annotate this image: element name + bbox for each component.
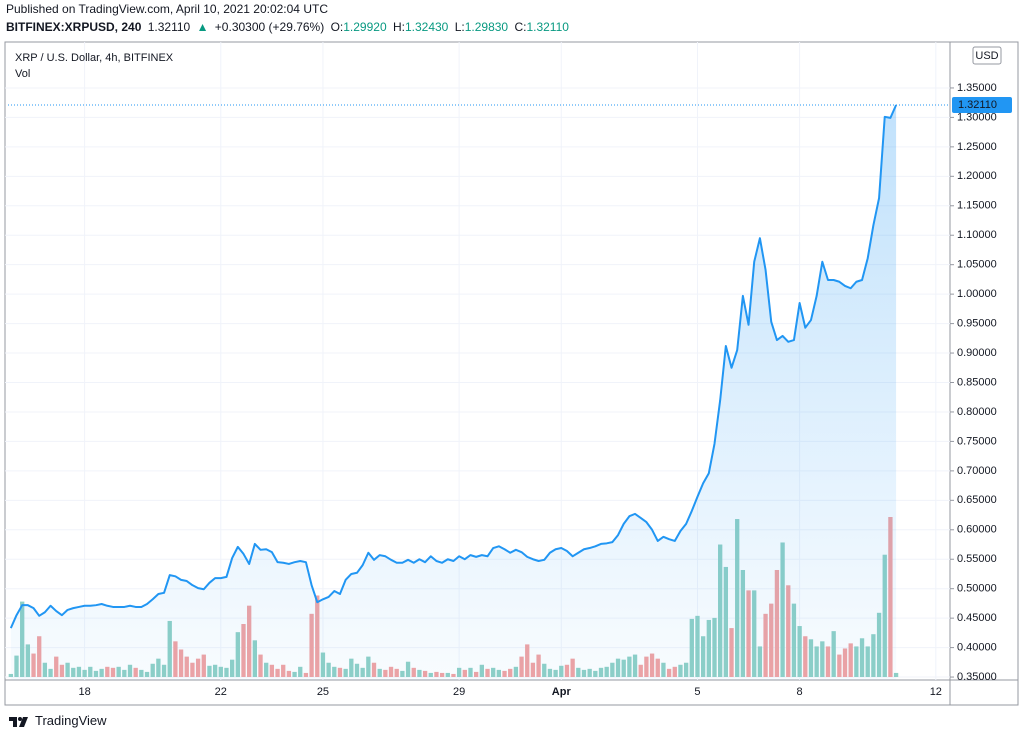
y-tick-label: 0.65000: [957, 494, 997, 506]
axes: 0.35000 0.40000 0.45000 0.50000 0.55000 0.600…: [78, 82, 1012, 698]
x-tick-label: 8: [797, 686, 803, 698]
y-tick-label: 0.70000: [957, 465, 997, 477]
price-area: [10, 104, 897, 681]
y-tick-label: 0.55000: [957, 553, 997, 565]
y-tick-label: 0.90000: [957, 347, 997, 359]
y-tick-label: 0.85000: [957, 376, 997, 388]
y-tick-label: 0.95000: [957, 317, 997, 329]
y-tick-label: 0.50000: [957, 583, 997, 595]
y-tick-label: 0.80000: [957, 406, 997, 418]
published-line: Published on TradingView.com, April 10, …: [6, 2, 331, 16]
y-tick-label: 1.35000: [957, 82, 997, 94]
y-tick-label: 1.10000: [957, 229, 997, 241]
price-pane: [8, 104, 950, 681]
last-price-label: 1.32110: [958, 99, 997, 111]
x-tick-label: 12: [930, 686, 942, 698]
y-tick-label: 1.15000: [957, 200, 997, 212]
x-tick-label: Apr: [552, 686, 572, 698]
y-tick-label: 1.00000: [957, 288, 997, 300]
series-title: XRP / U.S. Dollar, 4h, BITFINEX: [15, 52, 174, 64]
y-tick-label: 0.75000: [957, 435, 997, 447]
y-tick-label: 1.25000: [957, 141, 997, 153]
ohlc-key: O:: [330, 20, 344, 34]
ohlc-key: C:: [514, 20, 527, 34]
change: +0.30300 (+29.76%): [214, 20, 325, 34]
ohlc-key: L:: [454, 20, 465, 34]
published: Published on TradingView.com, April 10, …: [6, 2, 328, 16]
price-line: [9, 104, 898, 629]
x-tick-label: 5: [694, 686, 700, 698]
x-tick-label: 29: [453, 686, 465, 698]
y-tick-label: 0.35000: [957, 671, 997, 683]
last-price: 1.32110: [147, 20, 191, 34]
currency-label[interactable]: USD: [975, 50, 998, 62]
currency-box[interactable]: [972, 46, 1002, 65]
branding: TradingView: [8, 713, 107, 728]
x-tick-label: 18: [78, 686, 90, 698]
y-tick-label: 1.05000: [957, 259, 997, 271]
change-arrow: ▲: [196, 20, 209, 34]
ohlc-value: 1.32430: [404, 20, 449, 34]
y-tick-label: 1.30000: [957, 111, 997, 123]
volume-label: Vol: [15, 68, 30, 80]
ohlc-key: H:: [392, 20, 405, 34]
frame: [4, 41, 1019, 706]
ohlc-value: 1.32110: [526, 20, 569, 34]
last-price-tag: [952, 96, 1012, 113]
y-tick-label: 0.40000: [957, 642, 997, 654]
symbol-line: BITFINEX:XRPUSD, 240 1.32110 ▲ +0.30300 …: [6, 20, 572, 34]
x-tick-label: 25: [317, 686, 329, 698]
y-tick-label: 0.60000: [957, 524, 997, 536]
ohlc-value: 1.29920: [343, 20, 387, 34]
ohlc-value: 1.29830: [464, 20, 509, 34]
brand: TradingView: [35, 713, 107, 728]
symbol: BITFINEX:XRPUSD, 240: [6, 20, 142, 34]
volume-bar: [8, 673, 13, 677]
x-tick-label: 22: [215, 686, 227, 698]
y-tick-label: 0.45000: [957, 612, 997, 624]
y-tick-label: 1.20000: [957, 170, 997, 182]
logo-icon: [9, 716, 28, 727]
